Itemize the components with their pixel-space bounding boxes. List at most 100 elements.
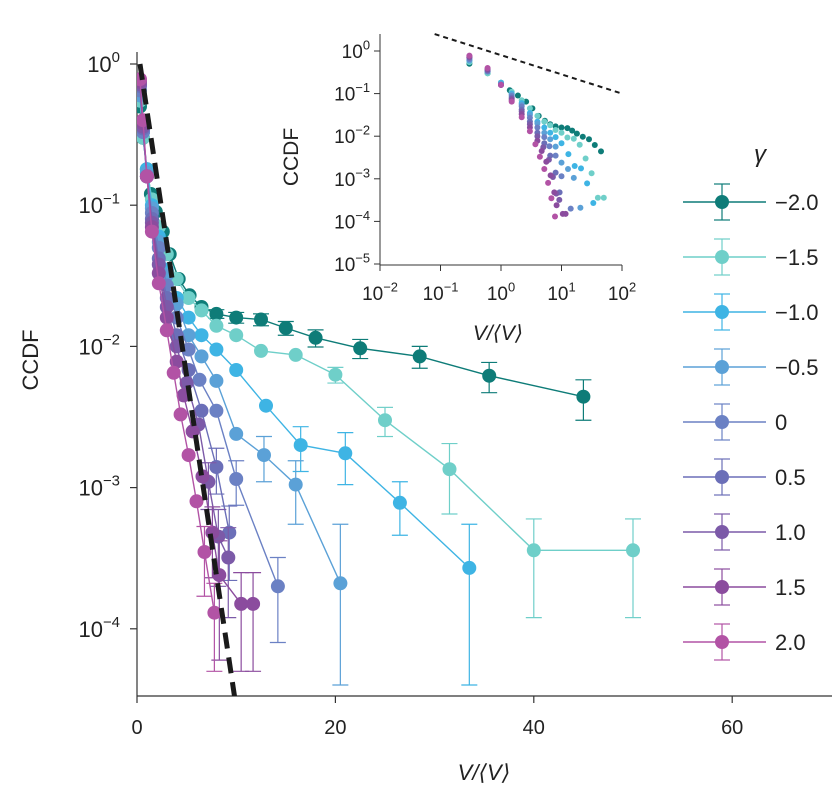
main-y-tick-label: 10−1	[78, 190, 120, 218]
inset-data-point	[591, 142, 598, 148]
main-y-tick-label-exp: −4	[103, 614, 120, 631]
inset-data-point	[558, 129, 565, 136]
inset-data-point	[518, 114, 525, 121]
legend-item: −1.0	[683, 293, 818, 331]
inset-y-tick-label-base: 10	[334, 255, 355, 276]
inset-data-point	[558, 140, 565, 147]
inset-data-point	[571, 163, 578, 169]
inset-data-point	[553, 202, 560, 209]
main-y-tick-label-exp: −1	[103, 190, 120, 207]
main-y-tick-label: 10−4	[78, 614, 120, 642]
data-point	[482, 368, 497, 383]
data-point	[234, 596, 249, 611]
inset-data-point	[545, 179, 552, 186]
inset-data-point	[567, 205, 574, 212]
legend-label: 0.5	[775, 465, 806, 490]
legend-marker	[715, 580, 729, 594]
legend-item: 1.0	[683, 513, 806, 551]
inset-y-tick-label-exp: −3	[355, 165, 370, 180]
inset-axes	[379, 34, 622, 266]
inset-data-point	[562, 210, 569, 217]
inset-y-tick-label: 100	[342, 37, 370, 63]
data-point	[194, 303, 209, 318]
inset-data-point	[570, 135, 577, 142]
inset-data-point	[582, 155, 589, 162]
data-point	[207, 605, 222, 620]
data-point	[328, 367, 343, 382]
data-point	[151, 266, 166, 281]
data-point	[197, 545, 212, 559]
inset-data-point	[534, 124, 541, 131]
main-y-tick-label-base: 10	[87, 52, 111, 77]
legend-item: −0.5	[683, 348, 818, 386]
inset-data-point	[547, 172, 554, 179]
inset-data-point	[508, 98, 515, 105]
data-point	[626, 543, 640, 558]
data-point	[169, 354, 184, 369]
data-point	[270, 579, 285, 594]
legend-marker	[715, 525, 729, 539]
legend-marker	[715, 195, 729, 209]
data-point	[181, 291, 196, 305]
data-point	[229, 310, 244, 325]
legend-title: γ	[754, 141, 768, 168]
inset-data-point	[547, 136, 554, 143]
inset-data-point	[498, 81, 504, 88]
inset-data-point	[576, 141, 583, 148]
inset-data-point	[552, 127, 559, 133]
data-point	[229, 328, 244, 343]
legend-label: −2.0	[775, 190, 818, 215]
inset-data-point	[552, 169, 559, 176]
data-point	[254, 343, 268, 358]
data-point	[159, 323, 174, 338]
inset-x-tick-label-base: 10	[362, 284, 383, 305]
inset-data-point	[541, 166, 548, 172]
legend-item: 0	[683, 403, 787, 441]
data-point	[151, 276, 166, 291]
inset-data-point	[514, 92, 521, 99]
legend-marker	[715, 635, 729, 649]
inset-data-point	[558, 173, 565, 180]
inset-y-tick-label-base: 10	[334, 85, 355, 106]
inset-series-7	[466, 53, 569, 217]
inset-y-tick-label-exp: −5	[355, 250, 370, 265]
inset-y-tick-label-base: 10	[342, 42, 363, 63]
inset-y-tick-label: 10−1	[334, 80, 370, 106]
inset-series-8	[466, 52, 558, 220]
main-x-tick-label: 40	[523, 717, 545, 739]
inset-y-tick-label-exp: −4	[355, 208, 370, 223]
inset-x-tick-label: 101	[547, 279, 575, 305]
main-y-tick-label-exp: −3	[103, 473, 120, 490]
inset-series	[434, 33, 623, 220]
main-y-axis-label: CCDF	[18, 329, 43, 390]
data-point	[209, 306, 224, 321]
data-point	[194, 403, 209, 418]
inset-data-point	[538, 148, 545, 154]
data-point	[288, 347, 303, 362]
inset-data-point	[586, 136, 592, 143]
main-y-tick-label-base: 10	[78, 193, 102, 218]
legend-label: 1.5	[775, 575, 806, 600]
inset-data-point	[543, 158, 550, 165]
main-x-axis-label-mean: ⟨V⟩	[478, 760, 510, 785]
inset-data-point	[579, 133, 586, 140]
legend-marker	[715, 250, 729, 264]
main-x-axis-label: V/⟨V⟩	[458, 760, 511, 785]
inset-data-point	[565, 151, 572, 158]
data-point	[392, 495, 407, 510]
data-point	[209, 373, 224, 388]
inset-data-point	[569, 127, 576, 134]
data-point	[194, 349, 209, 364]
main-axes	[136, 52, 832, 697]
legend-label: −1.5	[775, 245, 818, 270]
data-point	[209, 342, 224, 357]
inset-data-point	[564, 125, 571, 132]
inset-data-point	[600, 194, 607, 201]
inset-y-tick-label: 10−5	[334, 250, 370, 276]
inset-data-point	[556, 196, 563, 203]
inset-x-tick-label-base: 10	[423, 284, 444, 305]
inset-data-point	[541, 129, 548, 136]
main-y-tick-label: 10−3	[78, 473, 120, 501]
inset-x-tick-label-exp: 2	[629, 279, 636, 294]
